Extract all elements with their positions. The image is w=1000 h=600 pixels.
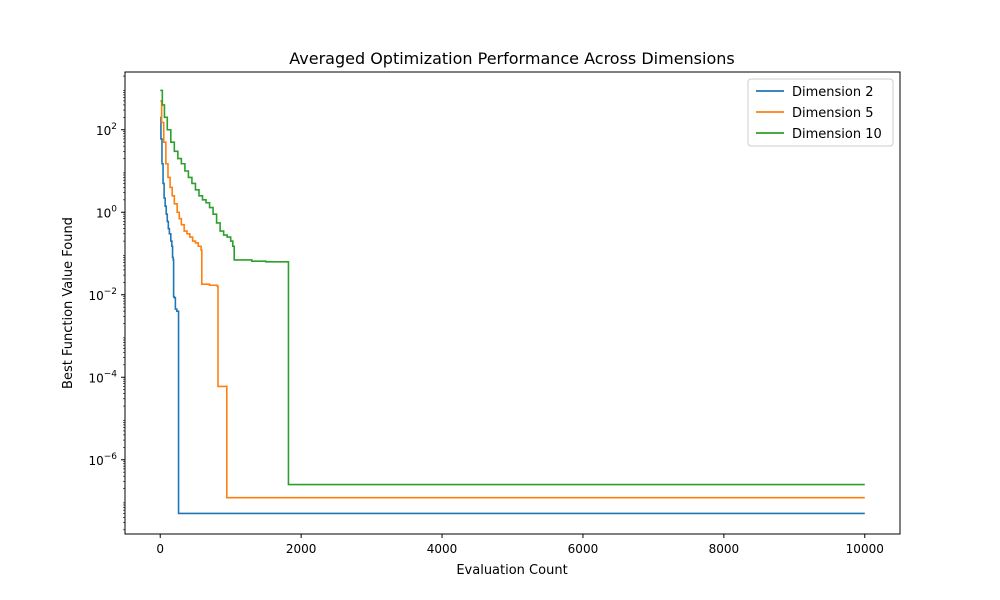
series-line-2 — [160, 100, 865, 499]
y-axis-label: Best Function Value Found — [61, 217, 76, 389]
plot-area-frame — [124, 71, 901, 535]
legend-label: Dimension 10 — [792, 127, 882, 142]
x-tick-label: 10000 — [846, 542, 884, 556]
chart-title: Averaged Optimization Performance Across… — [289, 49, 734, 68]
y-tick-label: 102 — [96, 122, 117, 138]
x-axis-ticks: 0 2000 4000 6000 8000 10000 — [156, 534, 884, 556]
plot-lines — [160, 89, 865, 515]
x-tick-label: 4000 — [427, 542, 458, 556]
y-tick-label: 10−2 — [88, 287, 117, 303]
y-tick-label: 100 — [96, 204, 117, 220]
legend-box — [747, 78, 894, 147]
y-tick-label: 10−6 — [88, 452, 117, 468]
x-axis-label: Evaluation Count — [456, 563, 567, 578]
legend-label: Dimension 2 — [792, 85, 874, 100]
legend: Dimension 2 Dimension 5 Dimension 10 — [747, 78, 894, 147]
y-axis-ticks: 102 100 10−2 10−4 10−6 — [88, 75, 125, 531]
series-line-3 — [160, 89, 865, 486]
series-line-1 — [160, 116, 865, 515]
x-tick-label: 8000 — [709, 542, 740, 556]
legend-label: Dimension 5 — [792, 106, 874, 121]
x-tick-label: 6000 — [568, 542, 599, 556]
x-tick-label: 2000 — [286, 542, 317, 556]
x-tick-label: 0 — [156, 542, 164, 556]
y-tick-label: 10−4 — [88, 369, 117, 385]
